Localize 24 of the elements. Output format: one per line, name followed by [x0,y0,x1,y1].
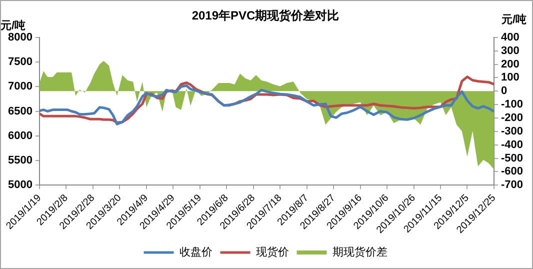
chart-title: 2019年PVC期现货价差对比 [192,8,340,23]
y-tick-label: 6500 [8,105,32,118]
legend-label: 收盘价 [179,246,212,259]
y2-tick-label: 300 [500,44,520,57]
y2-tick-label: -500 [500,152,524,164]
y-tick-label: 7500 [8,56,32,68]
legend-label: 现货价 [256,246,289,259]
y2-tick-label: -700 [500,179,524,192]
y-tick-label: 5000 [8,179,32,192]
y2-tick-label: 100 [500,72,520,84]
y2-tick-label: -300 [500,125,524,138]
y2-axis-title: 元/吨 [500,12,527,26]
y2-tick-label: 0 [500,85,508,98]
y-tick-label: 6000 [8,130,32,142]
y2-tick-label: -100 [500,98,524,111]
y2-tick-label: 400 [500,31,520,44]
y-tick-label: 5500 [8,154,32,167]
y2-tick-label: -200 [500,112,524,124]
y-tick-label: 7000 [8,80,32,93]
y-tick-label: 8000 [8,31,32,44]
y2-tick-label: -600 [500,166,524,178]
y2-tick-label: -400 [500,138,524,151]
legend-label: 期现货价差 [332,246,388,259]
y2-tick-label: 200 [500,58,520,70]
